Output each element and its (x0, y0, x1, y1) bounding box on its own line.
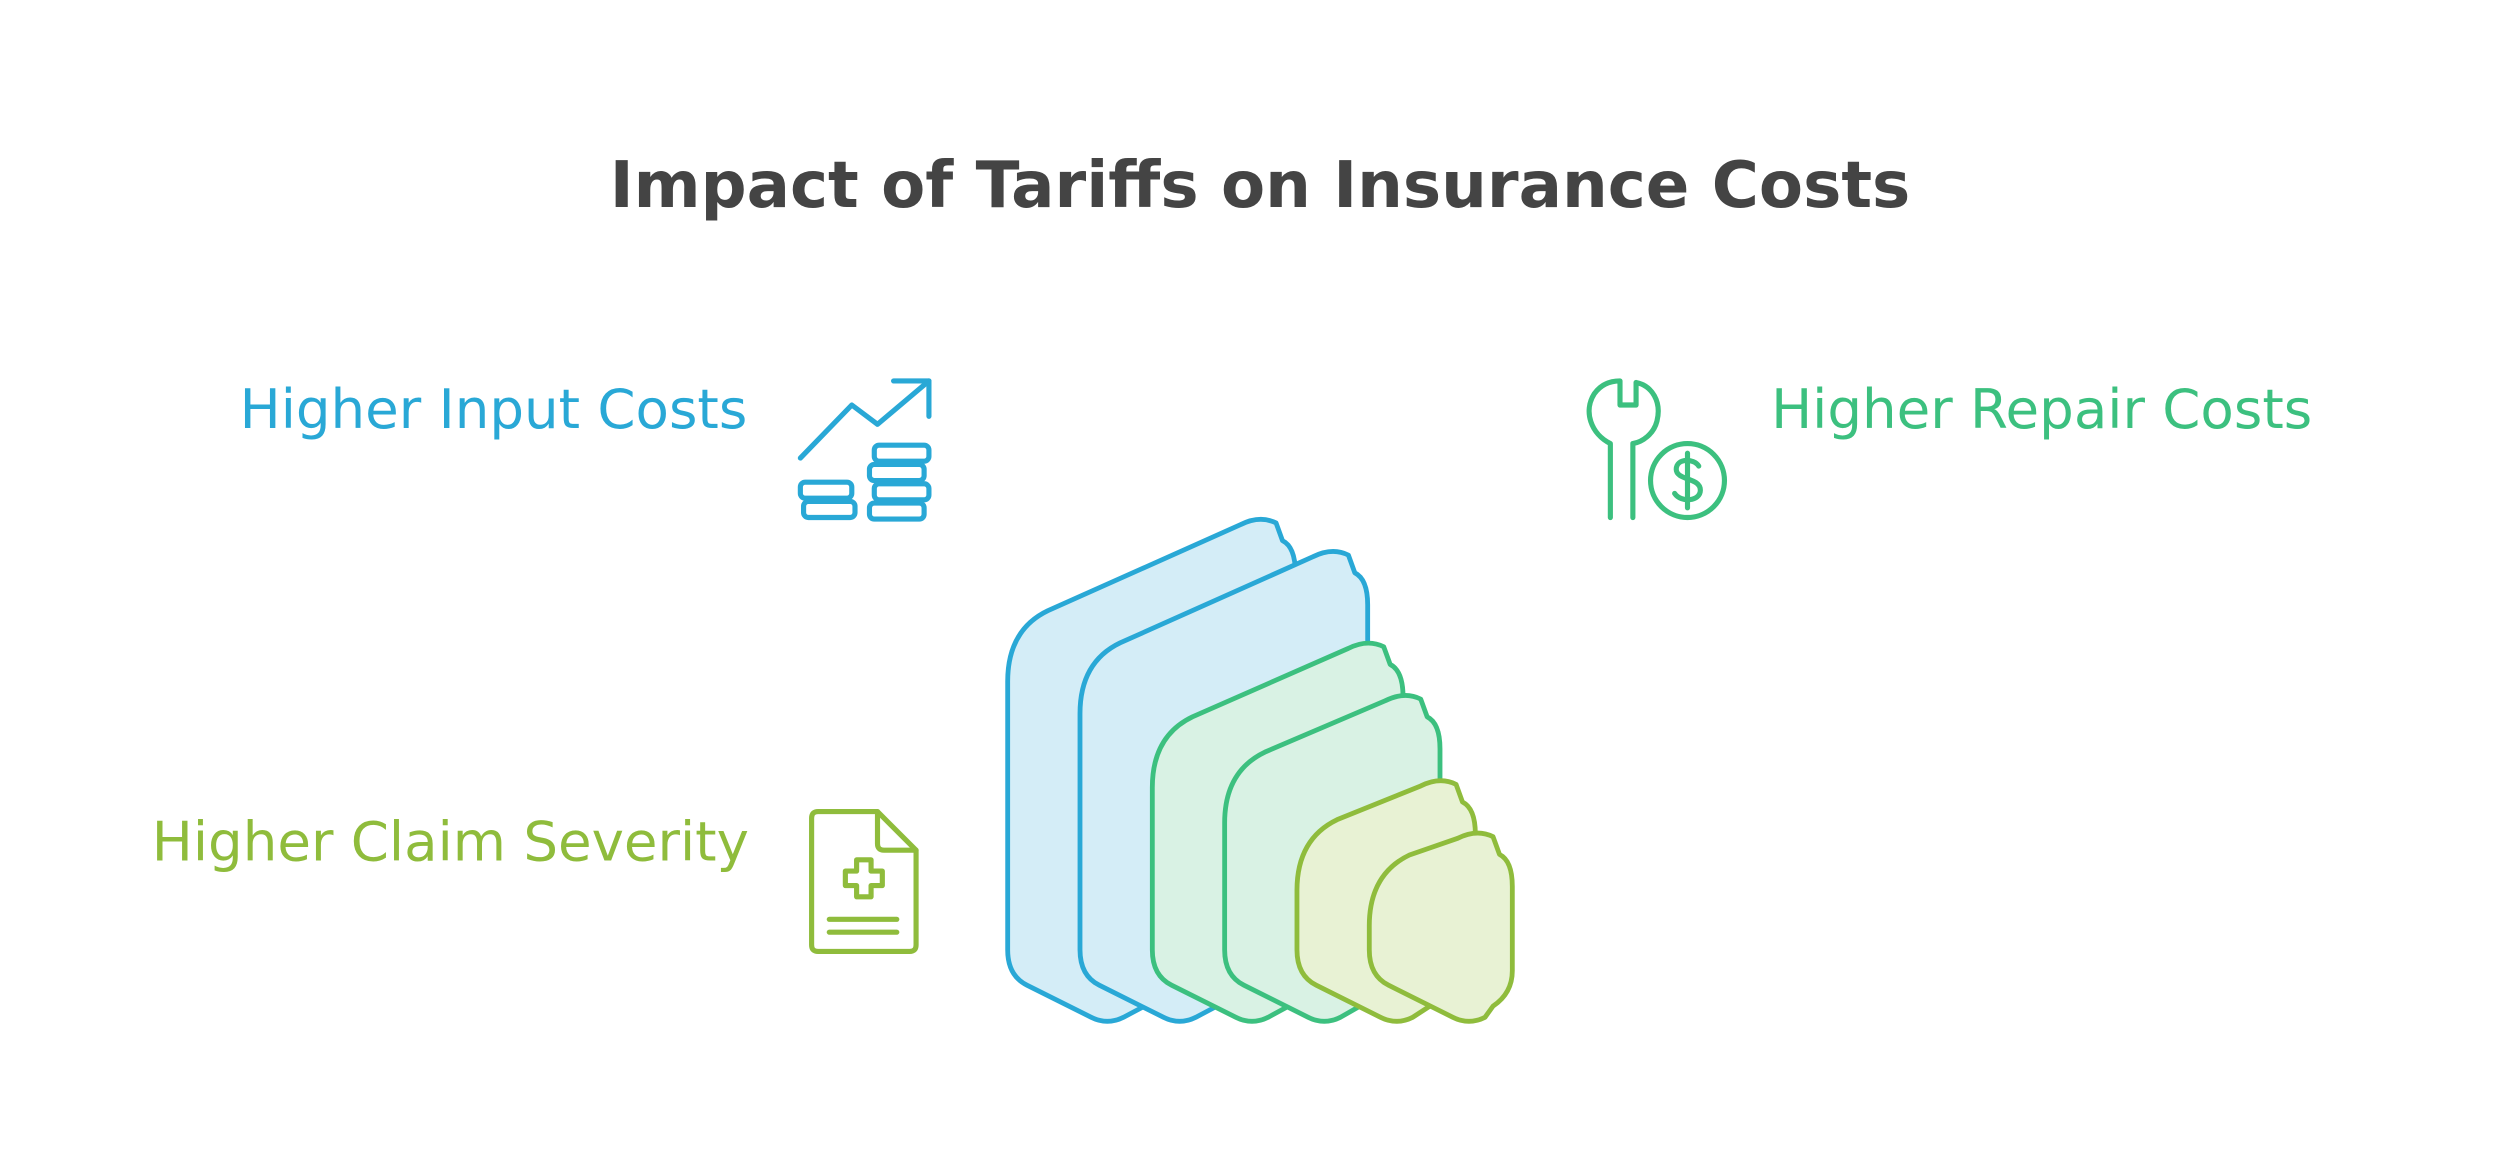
title: Impact of Tariffs on Insurance Costs (610, 148, 1911, 223)
item-label: Higher Claim Severity (152, 809, 749, 873)
item-label: Higher Input Costs (240, 377, 748, 441)
block-layer (1366, 830, 1515, 1024)
input-cost-icon (797, 378, 932, 522)
claim-icon (809, 809, 919, 955)
layered-blocks (1005, 516, 1515, 1024)
repair-cost-icon (1586, 378, 1728, 521)
item-label: Higher Repair Costs (1771, 377, 2312, 441)
